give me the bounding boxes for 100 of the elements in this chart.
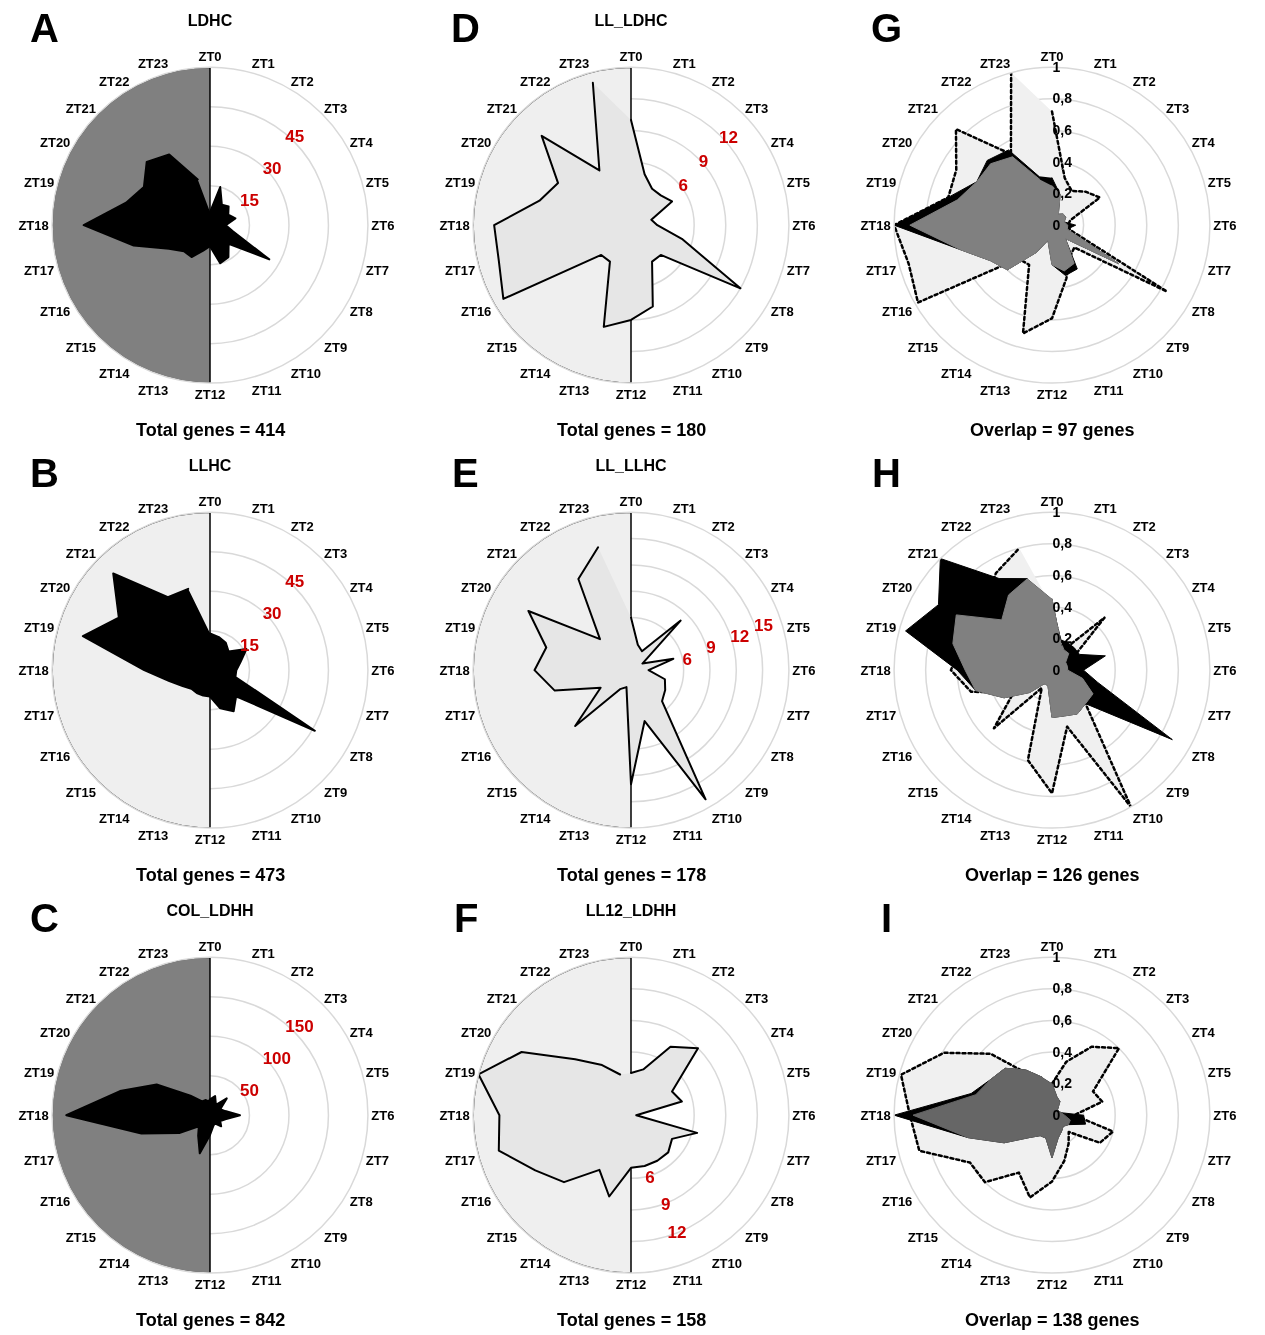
spoke-label: ZT16 xyxy=(39,304,71,320)
spoke-label: ZT14 xyxy=(99,366,131,382)
spoke-label: ZT9 xyxy=(1166,339,1190,355)
y-tick-label: 0 xyxy=(1052,216,1061,233)
spoke-label: ZT23 xyxy=(979,501,1011,517)
spoke-label: ZT15 xyxy=(907,1229,938,1245)
chart-title: LL_LLHC xyxy=(595,456,667,474)
spoke-label: ZT11 xyxy=(251,382,282,398)
y-tick-label: 12 xyxy=(730,627,750,647)
y-tick-label: 6 xyxy=(678,176,688,196)
spoke-label: ZT4 xyxy=(1191,1025,1216,1041)
spoke-label: ZT20 xyxy=(460,580,492,596)
spoke-label: ZT3 xyxy=(324,100,348,116)
spoke-label: ZT4 xyxy=(1191,135,1216,151)
spoke-label: ZT19 xyxy=(865,175,897,191)
spoke-label: ZT20 xyxy=(39,1025,71,1041)
spoke-label: ZT6 xyxy=(792,1107,816,1123)
spoke-label: ZT14 xyxy=(99,1256,131,1272)
spoke-label: ZT0 xyxy=(198,494,222,510)
spoke-label: ZT10 xyxy=(290,811,321,827)
spoke-label: ZT2 xyxy=(290,73,314,89)
spoke-label: ZT1 xyxy=(672,56,696,72)
y-tick-label: 0,6 xyxy=(1052,1011,1073,1028)
spoke-label: ZT4 xyxy=(349,1025,374,1041)
text: F xyxy=(454,896,479,940)
spoke-label: ZT5 xyxy=(365,620,389,636)
spoke-label: ZT12 xyxy=(1036,832,1068,848)
y-tick-label: 15 xyxy=(754,616,773,636)
y-tick-label: 0 xyxy=(1052,1106,1061,1123)
spoke-label: ZT12 xyxy=(615,387,647,403)
spoke-label: ZT4 xyxy=(770,1025,795,1041)
spoke-label: ZT0 xyxy=(198,49,222,65)
spoke-label: ZT23 xyxy=(979,56,1011,72)
spoke-label: ZT2 xyxy=(290,963,314,979)
spoke-label: ZT11 xyxy=(1093,382,1124,398)
y-tick-label: 6 xyxy=(682,649,692,669)
spoke-label: ZT14 xyxy=(520,1256,552,1272)
spoke-label: ZT18 xyxy=(860,1107,891,1123)
spoke-label: ZT6 xyxy=(371,217,395,233)
y-tick-label: 15 xyxy=(240,191,259,211)
spoke-label: ZT5 xyxy=(786,620,810,636)
spoke-label: ZT2 xyxy=(711,963,735,979)
spoke-label: ZT23 xyxy=(137,501,169,517)
spoke-label: ZT3 xyxy=(1166,100,1190,116)
spoke-label: ZT10 xyxy=(711,366,742,382)
spoke-label: ZT1 xyxy=(1093,56,1117,72)
spoke-label: ZT7 xyxy=(1207,1152,1231,1168)
spoke-label: ZT14 xyxy=(941,366,973,382)
spoke-label: ZT1 xyxy=(251,946,275,962)
spoke-label: ZT5 xyxy=(1207,175,1231,191)
y-tick-label: 0,4 xyxy=(1052,598,1073,615)
spoke-label: ZT13 xyxy=(979,827,1011,843)
spoke-label: ZT20 xyxy=(39,135,71,151)
spoke-label: ZT18 xyxy=(18,662,49,678)
spoke-label: ZT19 xyxy=(23,1065,55,1081)
y-tick-label: 0,2 xyxy=(1052,630,1073,647)
spoke-label: ZT2 xyxy=(1132,963,1156,979)
spoke-label: ZT3 xyxy=(324,545,348,561)
spoke-label: ZT22 xyxy=(941,73,972,89)
spoke-label: ZT22 xyxy=(99,73,130,89)
spoke-label: ZT23 xyxy=(558,501,590,517)
spoke-label: ZT4 xyxy=(349,135,374,151)
y-tick-label: 100 xyxy=(262,1049,292,1069)
spoke-label: ZT4 xyxy=(1191,580,1216,596)
text: Overlap = 138 genes xyxy=(965,1310,1140,1330)
spoke-label: ZT17 xyxy=(444,262,476,278)
spoke-label: ZT10 xyxy=(1132,811,1163,827)
spoke-label: ZT19 xyxy=(23,175,55,191)
spoke-label: ZT13 xyxy=(137,382,169,398)
spoke-label: ZT20 xyxy=(881,135,913,151)
spoke-label: ZT3 xyxy=(324,990,348,1006)
spoke-label: ZT8 xyxy=(1191,304,1215,320)
spoke-label: ZT15 xyxy=(65,784,96,800)
spoke-label: ZT14 xyxy=(520,811,552,827)
y-tick-label: 30 xyxy=(262,604,282,624)
spoke-label: ZT17 xyxy=(444,1152,476,1168)
spoke-label: ZT15 xyxy=(907,784,938,800)
spoke-label: ZT19 xyxy=(23,620,55,636)
spoke-label: ZT13 xyxy=(979,1272,1011,1288)
spoke-label: ZT9 xyxy=(745,784,769,800)
spoke-label: ZT8 xyxy=(770,304,794,320)
text: D xyxy=(451,6,480,50)
spoke-label: ZT10 xyxy=(1132,366,1163,382)
spoke-label: ZT9 xyxy=(1166,1229,1190,1245)
spoke-label: ZT10 xyxy=(711,811,742,827)
spoke-label: ZT11 xyxy=(1093,1272,1124,1288)
spoke-label: ZT23 xyxy=(558,56,590,72)
chart-title: LL_LDHC xyxy=(594,11,668,29)
text: Total genes = 180 xyxy=(557,420,707,440)
spoke-label: ZT15 xyxy=(65,339,96,355)
text: I xyxy=(881,896,893,940)
spoke-label: ZT10 xyxy=(711,1256,742,1272)
spoke-label: ZT7 xyxy=(365,1152,389,1168)
spoke-label: ZT15 xyxy=(907,339,938,355)
y-tick-label: 45 xyxy=(285,126,305,146)
chart-title: LL12_LDHH xyxy=(585,901,677,919)
spoke-label: ZT0 xyxy=(619,939,643,955)
y-tick-label: 0,4 xyxy=(1052,1043,1073,1060)
spoke-label: ZT18 xyxy=(439,217,470,233)
spoke-label: ZT2 xyxy=(1132,73,1156,89)
